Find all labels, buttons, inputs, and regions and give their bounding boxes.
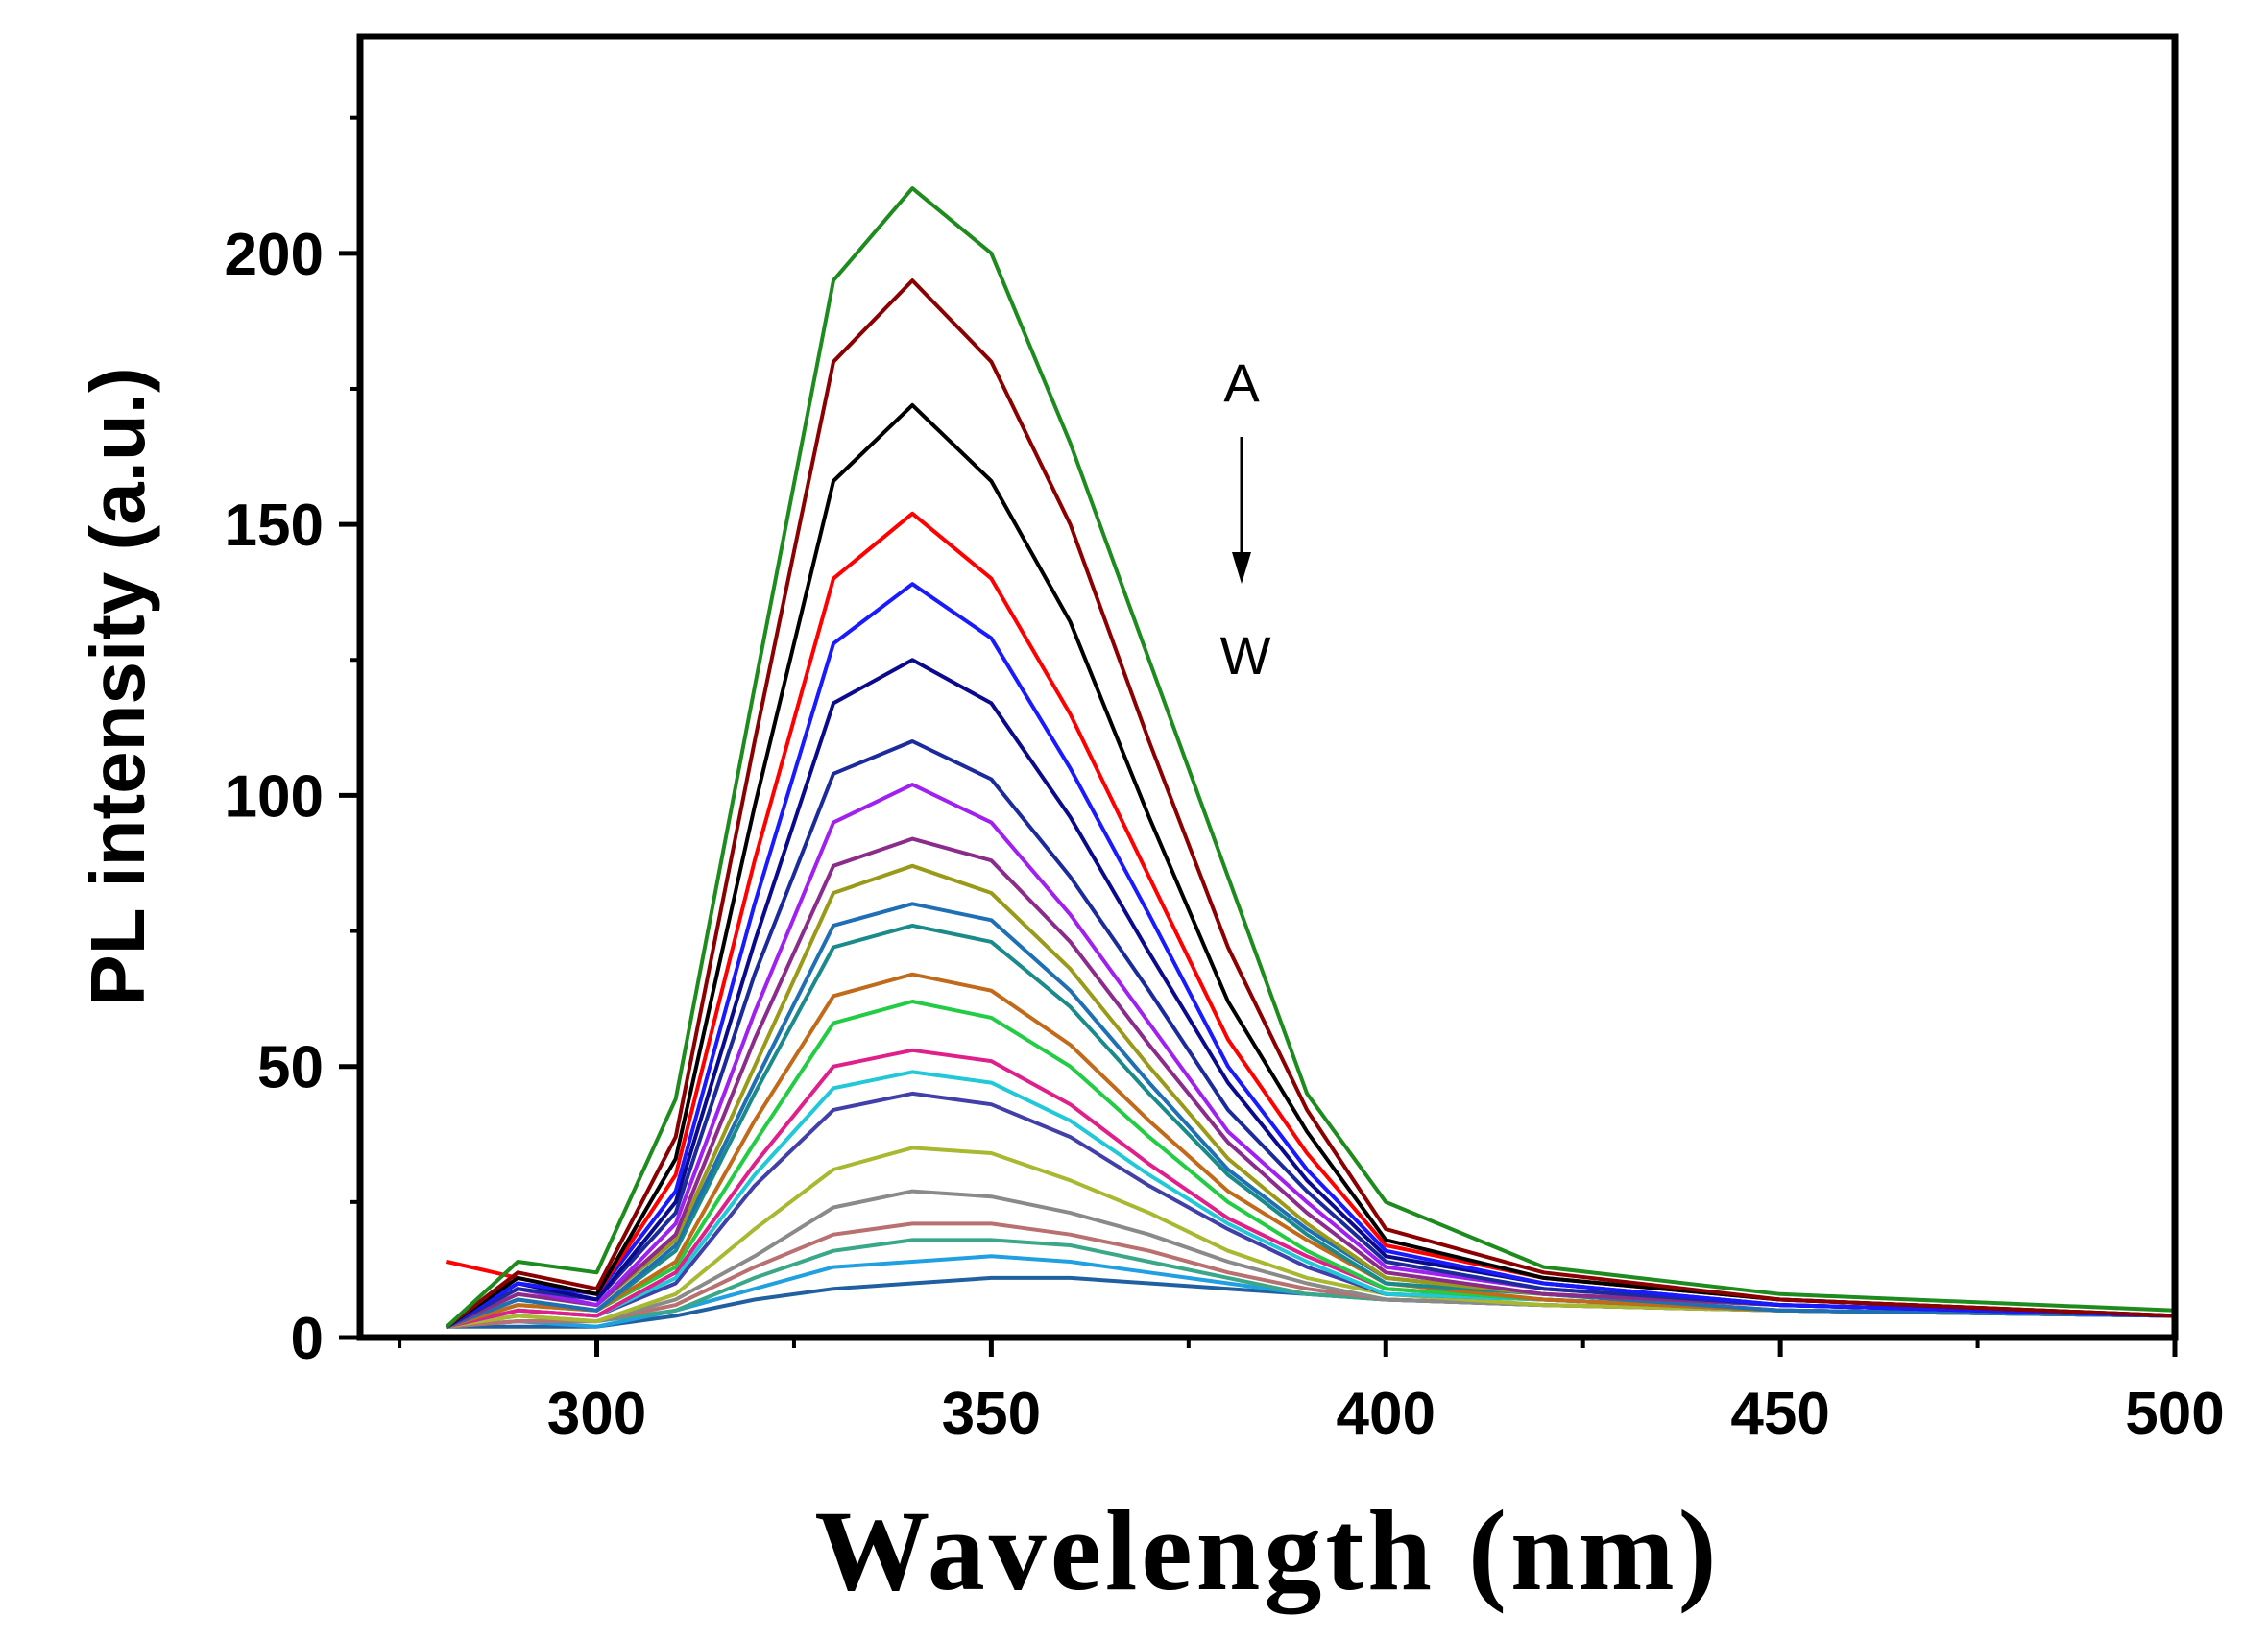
x-axis-title: Wavelength (nm) — [814, 1486, 1720, 1615]
x-tick-label: 400 — [1337, 1381, 1436, 1447]
series-line-12 — [446, 923, 2176, 1329]
x-tick-label: 500 — [2125, 1381, 2224, 1447]
series-line-9 — [446, 836, 2176, 1329]
series-line-7 — [446, 739, 2176, 1329]
y-tick-label: 100 — [225, 763, 324, 830]
series-order-annotation: A W — [1220, 352, 1271, 686]
y-tick-label: 50 — [257, 1035, 324, 1101]
y-tick-label: 200 — [225, 222, 324, 288]
series-line-13 — [446, 972, 2176, 1329]
axis-layer: 300 350 400 450 500 0 50 100 150 200 — [225, 115, 2225, 1447]
series-line-16 — [446, 1070, 2176, 1329]
y-tick-label: 0 — [291, 1306, 324, 1372]
annotation-arrow-head-icon — [1232, 552, 1251, 584]
annotation-start-label: A — [1223, 352, 1260, 413]
series-line-18 — [446, 1146, 2176, 1329]
series-line-2 — [446, 278, 2176, 1329]
series-layer — [446, 186, 2176, 1329]
x-tick-label: 450 — [1730, 1381, 1829, 1447]
series-line-1 — [446, 186, 2176, 1329]
y-axis-title: PL intensity (a.u.) — [75, 367, 160, 1005]
series-line-10 — [446, 863, 2176, 1329]
series-line-4 — [446, 511, 2176, 1318]
series-line-14 — [446, 1000, 2176, 1329]
series-line-3 — [446, 402, 2176, 1329]
x-tick-label: 350 — [942, 1381, 1041, 1447]
series-line-6 — [446, 658, 2176, 1329]
x-tick-label: 300 — [547, 1381, 646, 1447]
plot-frame — [356, 33, 2179, 1341]
y-tick-label: 150 — [225, 493, 324, 559]
series-line-8 — [446, 783, 2176, 1329]
series-line-19 — [446, 1189, 2176, 1329]
series-line-5 — [446, 582, 2176, 1329]
annotation-end-label: W — [1220, 625, 1271, 686]
